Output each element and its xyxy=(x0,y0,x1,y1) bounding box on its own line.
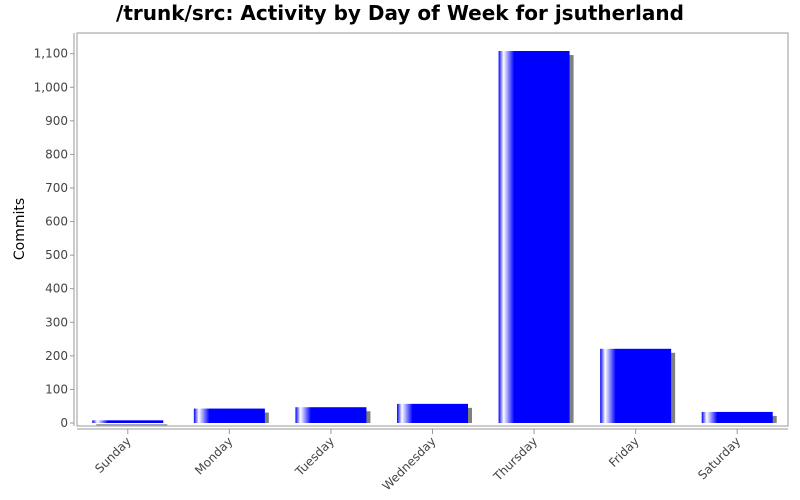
y-tick-label: 300 xyxy=(45,315,68,329)
y-axis: 0 100 200 300 400 500 600 700 800 900 1,000 1,100 xyxy=(34,33,75,430)
y-tick-label: 1,100 xyxy=(34,47,68,61)
bar-friday xyxy=(600,348,672,423)
chart-title: /trunk/src: Activity by Day of Week for … xyxy=(116,1,684,25)
y-tick-label: 900 xyxy=(45,114,68,128)
y-tick-label: 0 xyxy=(60,416,68,430)
x-tick-label-sunday: Sunday xyxy=(92,434,134,476)
y-axis-label: Commits xyxy=(12,198,28,260)
bar-tuesday xyxy=(295,407,367,423)
x-tick-label-wednesday: Wednesday xyxy=(380,434,439,493)
bar-wednesday xyxy=(397,403,468,423)
y-tick-label: 200 xyxy=(45,349,68,363)
y-tick-label: 700 xyxy=(45,181,68,195)
y-tick-label: 1,000 xyxy=(34,80,68,94)
bar-sunday xyxy=(92,420,164,423)
x-tick-label-tuesday: Tuesday xyxy=(292,434,337,479)
y-tick-label: 800 xyxy=(45,147,68,161)
bar-thursday xyxy=(498,51,570,423)
x-axis: Sunday Monday Tuesday Wednesday Thursday Frid… xyxy=(77,428,788,493)
x-tick-label-thursday: Thursday xyxy=(490,434,540,484)
y-tick-label: 400 xyxy=(45,282,68,296)
x-tick-label-friday: Friday xyxy=(606,434,642,470)
y-tick-label: 600 xyxy=(45,215,68,229)
bar-monday xyxy=(193,408,265,423)
x-tick-label-monday: Monday xyxy=(192,434,235,477)
bar-group xyxy=(92,51,777,426)
bar-saturday xyxy=(701,411,773,423)
y-tick-label: 100 xyxy=(45,382,68,396)
y-tick-label: 500 xyxy=(45,248,68,262)
bar-shadow-sunday xyxy=(96,424,168,426)
x-tick-label-saturday: Saturday xyxy=(695,434,743,482)
plot-frame xyxy=(76,32,789,427)
